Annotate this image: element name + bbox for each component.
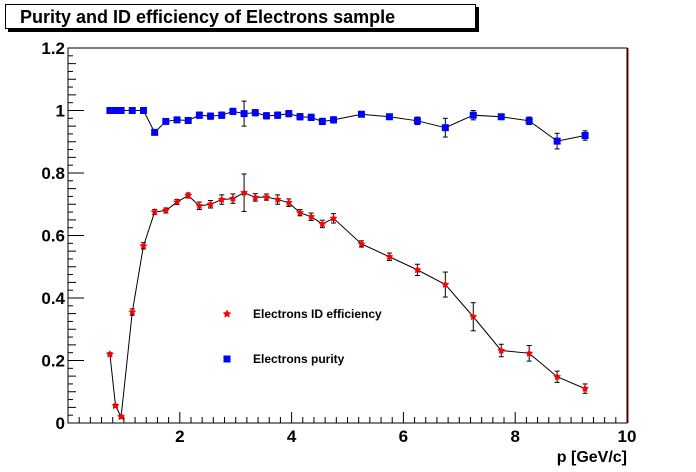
efficiency-point (173, 197, 181, 206)
purity-point (262, 112, 270, 120)
legend: Electrons ID efficiency Electrons purity (223, 307, 382, 366)
efficiency-point (228, 194, 237, 203)
efficiency-point (150, 207, 159, 216)
purity-point (307, 113, 315, 121)
x-tick-label: 6 (399, 427, 408, 446)
purity-point (139, 107, 147, 114)
efficiency-point (139, 241, 148, 250)
efficiency-point (525, 349, 534, 357)
efficiency-point (469, 312, 478, 321)
purity-point (357, 110, 365, 118)
purity-point (330, 116, 338, 124)
purity-point (553, 137, 561, 145)
purity-point (195, 111, 203, 119)
efficiency-point (161, 206, 170, 214)
efficiency-point (184, 191, 193, 199)
efficiency-point (117, 412, 126, 421)
purity-point (385, 113, 393, 121)
x-tick-label: 4 (287, 427, 297, 446)
purity-point (285, 110, 293, 118)
efficiency-point (105, 350, 114, 358)
purity-point (229, 107, 237, 115)
chart-title: Purity and ID efficiency of Electrons sa… (20, 7, 396, 27)
efficiency-series (107, 173, 588, 419)
efficiency-point (262, 192, 271, 201)
efficiency-point (413, 265, 422, 274)
purity-point (173, 116, 181, 124)
purity-point (151, 128, 159, 136)
efficiency-point (195, 201, 204, 210)
purity-point (251, 109, 259, 117)
efficiency-point (111, 401, 120, 410)
efficiency-point (240, 188, 249, 197)
legend-efficiency-marker (222, 309, 232, 318)
purity-point (441, 124, 449, 132)
legend-efficiency-label: Electrons ID efficiency (253, 307, 382, 321)
purity-point (240, 110, 248, 118)
purity-point (469, 111, 477, 119)
purity-point (106, 107, 114, 114)
x-tick-label: 8 (510, 427, 519, 446)
x-tick-label: 2 (175, 427, 184, 446)
efficiency-point (284, 198, 293, 207)
title-box: Purity and ID efficiency of Electrons sa… (5, 4, 476, 29)
legend-purity-marker (223, 355, 231, 363)
x-axis-title: p [GeV/c] (557, 449, 627, 466)
purity-point (525, 117, 533, 125)
purity-point (218, 111, 226, 119)
efficiency-point (357, 239, 366, 248)
purity-point (581, 132, 589, 139)
purity-point (117, 107, 125, 114)
efficiency-point (206, 200, 215, 208)
purity-point (112, 107, 120, 114)
legend-purity-label: Electrons purity (253, 352, 345, 366)
purity-point (128, 107, 136, 114)
y-tick-label: 1.2 (41, 39, 65, 58)
efficiency-point (318, 219, 327, 228)
purity-point (184, 117, 192, 124)
purity-point (207, 112, 215, 120)
purity-point (162, 117, 170, 125)
efficiency-point (307, 212, 316, 221)
efficiency-point (128, 307, 137, 316)
efficiency-point (217, 195, 226, 203)
purity-point (413, 117, 421, 125)
efficiency-point (441, 280, 450, 288)
purity-point (296, 113, 304, 121)
plot-frame (67, 47, 628, 424)
y-tick-label: 0 (56, 414, 65, 433)
purity-point (318, 117, 326, 125)
purity-point (274, 111, 282, 119)
efficiency-point (251, 193, 260, 201)
y-tick-label: 0.6 (41, 227, 65, 246)
y-tick-label: 0.2 (41, 352, 65, 371)
y-tick-label: 1 (56, 102, 65, 121)
efficiency-point (295, 208, 304, 217)
purity-line (109, 110, 586, 142)
efficiency-point (385, 252, 394, 261)
efficiency-point (497, 346, 506, 354)
x-tick-label: 10 (618, 427, 637, 446)
purity-series (106, 100, 589, 150)
efficiency-point (329, 214, 338, 222)
efficiency-point (273, 195, 282, 203)
efficiency-point (553, 372, 562, 381)
y-tick-label: 0.4 (41, 289, 65, 308)
efficiency-line (109, 192, 586, 419)
y-tick-label: 0.8 (41, 164, 65, 183)
efficiency-point (581, 384, 590, 393)
purity-point (497, 113, 505, 121)
